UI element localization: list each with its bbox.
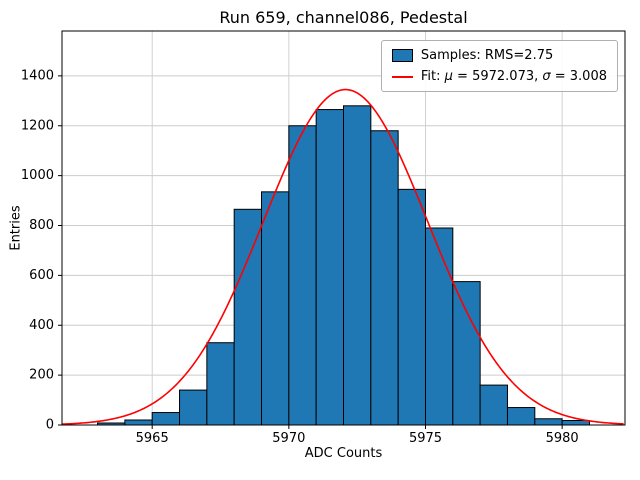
histogram-bar [452,281,481,426]
fit-line-swatch [391,70,413,83]
histogram-bar [261,191,290,426]
y-tick-label: 1400 [21,68,54,83]
histogram-bar [370,130,399,426]
x-tick-label: 5975 [409,431,442,446]
fit-curve [61,88,624,425]
histogram-bar [288,125,317,426]
x-tick-label: 5965 [136,431,169,446]
histogram-bar [343,105,372,426]
x-tick-label: 5970 [272,431,305,446]
chart-title: Run 659, channel086, Pedestal [219,8,468,27]
histogram-bar [151,412,181,426]
x-axis-label: ADC Counts [304,446,383,461]
x-tick-label: 5980 [546,431,579,446]
histogram-bar [397,188,426,426]
histogram-bar [315,109,344,426]
histogram-bar [124,419,153,426]
legend-label-samples: Samples: RMS=2.75 [420,48,554,63]
legend-item-fit: Fit: μ = 5972.073, σ = 3.008 [391,69,607,84]
histogram-bar [233,208,263,426]
y-tick-label: 1200 [21,118,54,133]
histogram-bar [506,407,536,426]
histogram-bar [179,389,208,426]
legend-label-fit: Fit: μ = 5972.073, σ = 3.008 [420,69,607,84]
y-tick-label: 800 [29,218,54,233]
histogram-bar [561,420,590,426]
histogram-bar [534,418,563,426]
histogram-swatch [391,49,413,62]
legend: Samples: RMS=2.75 Fit: μ = 5972.073, σ =… [380,40,618,92]
y-tick-label: 0 [46,418,54,433]
histogram-bar [424,227,454,426]
y-tick-label: 400 [29,318,54,333]
histogram-bar [206,342,235,426]
legend-item-samples: Samples: RMS=2.75 [391,48,607,63]
histogram-bar [479,384,508,426]
y-tick-label: 200 [29,368,54,383]
y-tick-label: 600 [29,268,54,283]
y-tick-label: 1000 [21,168,54,183]
